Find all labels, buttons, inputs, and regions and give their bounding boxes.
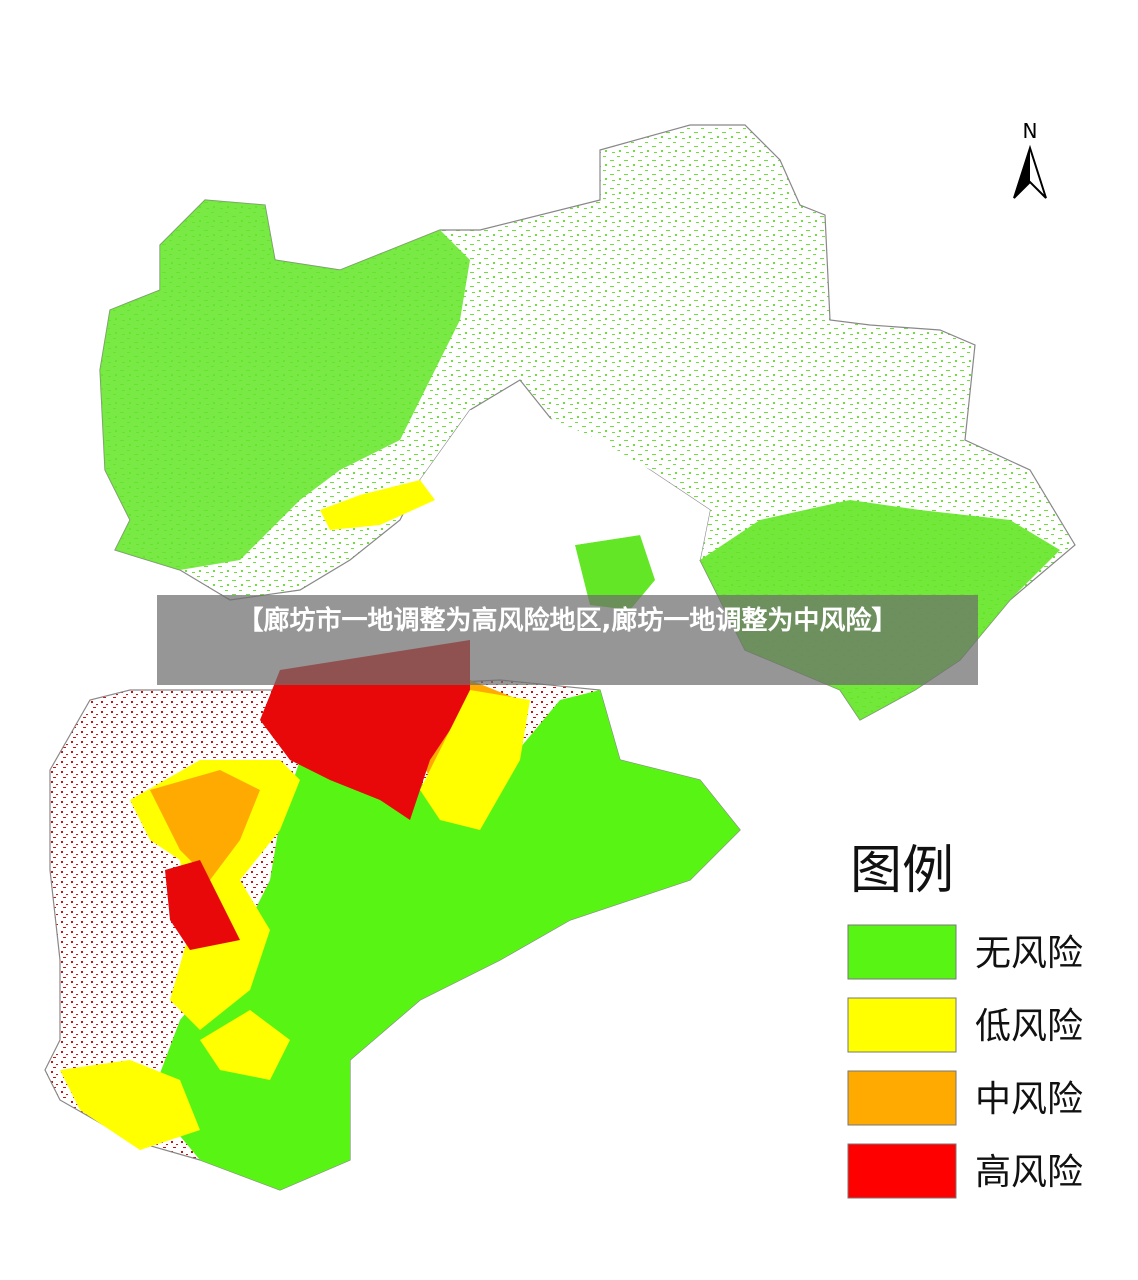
legend-label: 低风险 xyxy=(975,1006,1083,1047)
legend-label: 高风险 xyxy=(975,1152,1083,1193)
north-label: N xyxy=(1023,119,1038,143)
legend-swatch xyxy=(847,1143,957,1199)
legend-swatch xyxy=(847,997,957,1053)
region-south xyxy=(44,640,741,1191)
legend-label: 无风险 xyxy=(975,933,1083,974)
north-arrow: N xyxy=(1013,119,1047,199)
legend-title: 图例 xyxy=(850,841,954,901)
caption: 【廊坊市一地调整为高风险地区,廊坊一地调整为中风险】 xyxy=(157,595,978,685)
legend-label: 中风险 xyxy=(975,1079,1083,1120)
legend-swatch xyxy=(847,1070,957,1126)
legend-swatch xyxy=(847,924,957,980)
